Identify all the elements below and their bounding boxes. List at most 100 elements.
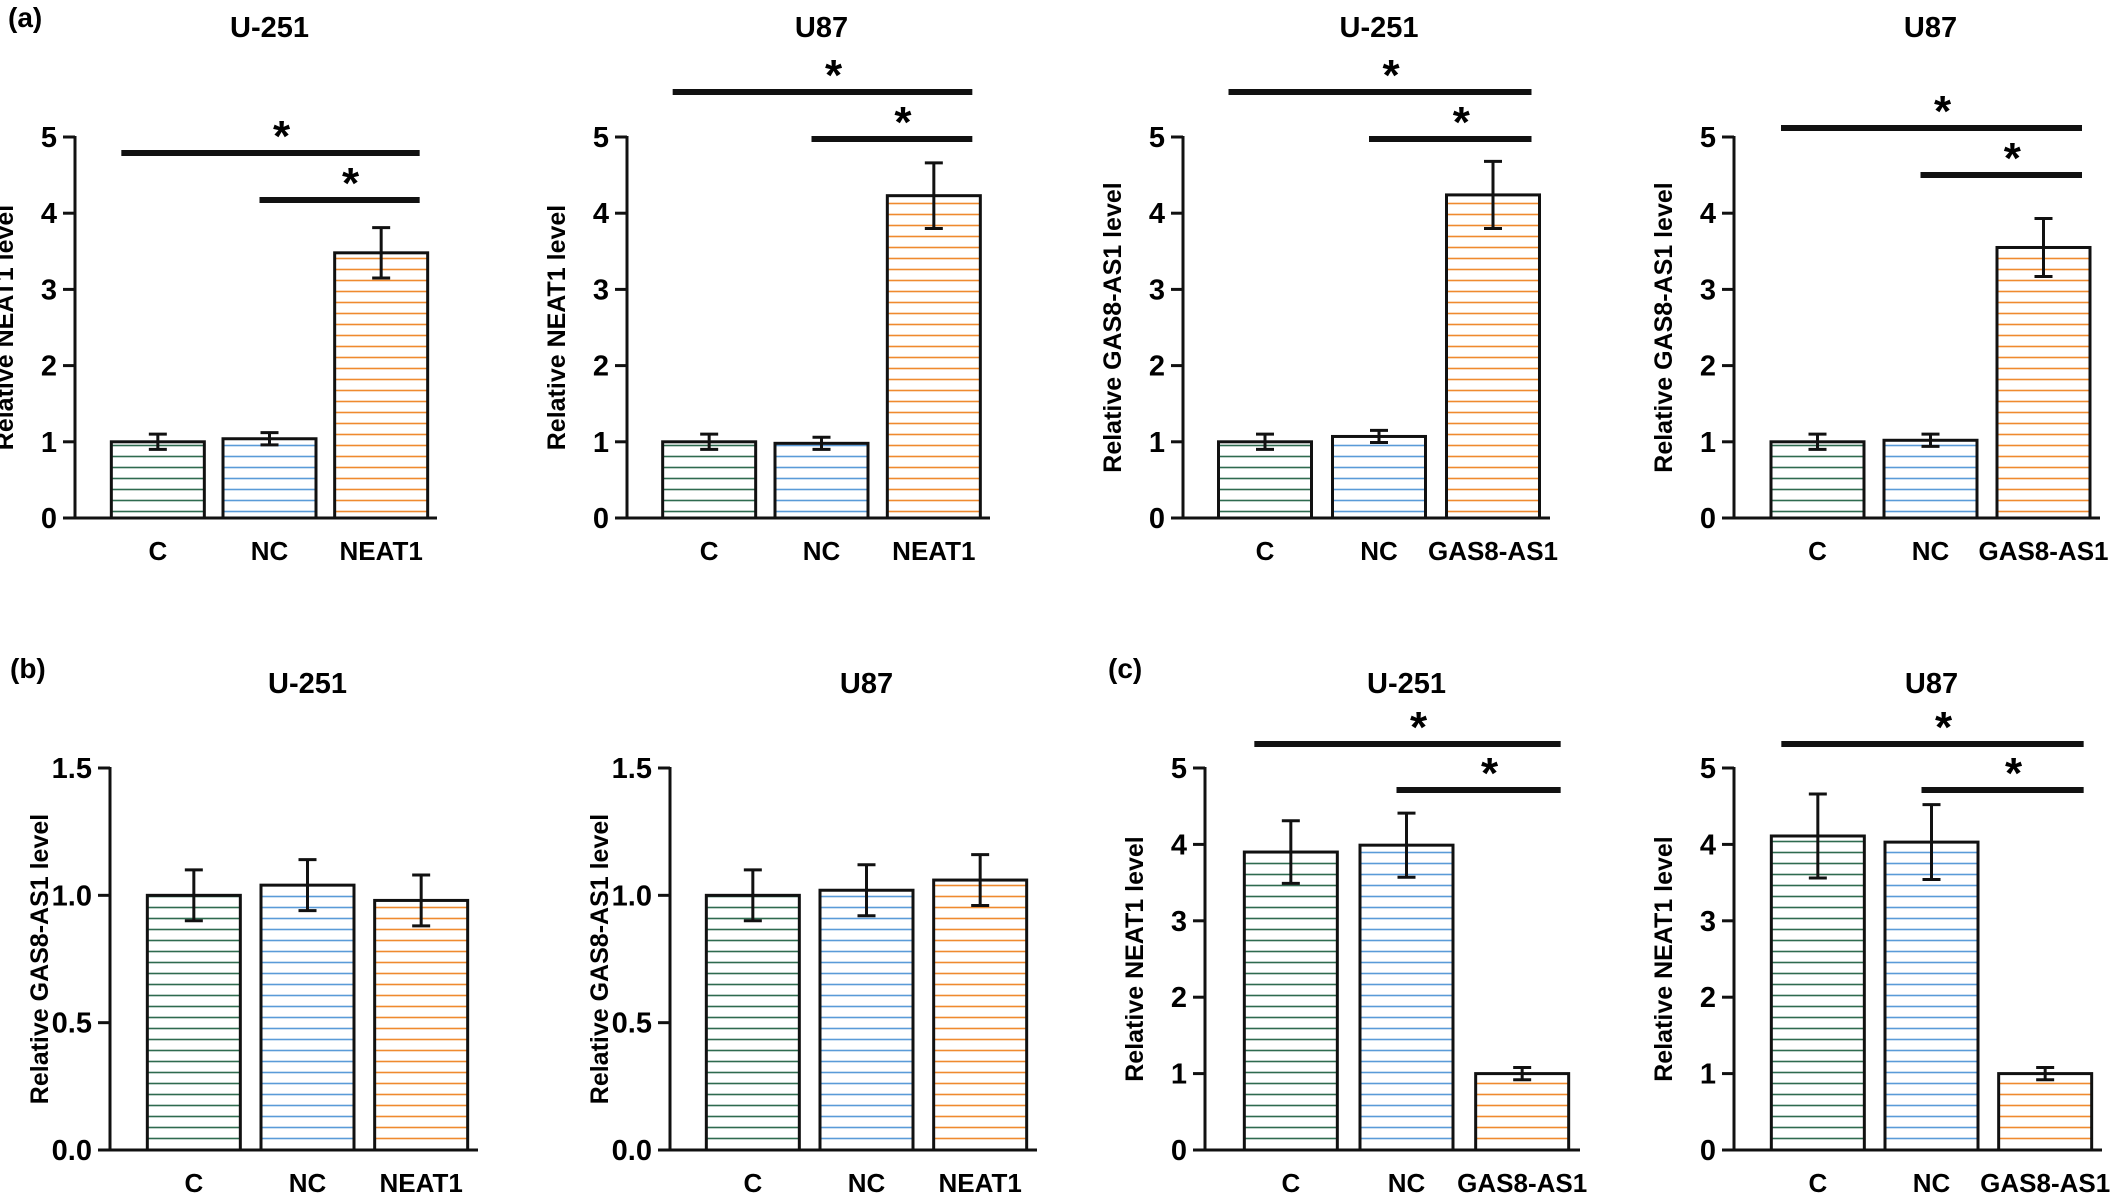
chart-1: U-251 Relative NEAT1 level C NC NEAT1 0 1 2 3 4 5 *… <box>0 12 437 566</box>
bar-C <box>145 893 242 1152</box>
y-tick-label: 3 <box>41 274 57 306</box>
bar-NEAT1 <box>373 898 470 1152</box>
significance-star: * <box>1410 703 1428 752</box>
bar-NC <box>818 888 915 1152</box>
bar-C <box>1769 834 1866 1152</box>
x-tick-label: NEAT1 <box>939 1168 1022 1194</box>
y-tick-label: 5 <box>1700 122 1716 154</box>
y-tick-label: 4 <box>1700 829 1716 861</box>
bar-GAS8-AS1 <box>1445 193 1541 520</box>
bar-GAS8-AS1 <box>1995 245 2092 520</box>
y-tick-label: 0.0 <box>612 1135 652 1167</box>
y-axis-label: Relative NEAT1 level <box>0 205 19 450</box>
y-tick-label: 1.5 <box>612 753 652 785</box>
chart-5: U-251 Relative GAS8-AS1 level C NC NEAT1 0.0 0… <box>26 668 478 1198</box>
x-tick-label: GAS8-AS1 <box>1978 536 2108 566</box>
y-tick-label: 1.0 <box>612 880 652 912</box>
y-tick-label: 2 <box>1171 982 1187 1014</box>
y-tick-label: 1 <box>1700 1059 1716 1091</box>
chart-6: U87 Relative GAS8-AS1 level C NC NEAT1 0.0 0.5… <box>586 668 1037 1198</box>
significance-star: * <box>342 159 360 208</box>
bar-NEAT1 <box>333 251 430 520</box>
y-tick-label: 3 <box>593 274 609 306</box>
bar-NEAT1 <box>885 194 982 520</box>
significance-star: * <box>2004 134 2022 183</box>
significance-star: * <box>1481 749 1499 798</box>
y-tick-label: 0.5 <box>52 1008 92 1040</box>
y-axis-label: Relative NEAT1 level <box>1650 836 1678 1081</box>
chart-title: U87 <box>795 12 848 44</box>
y-tick-label: 0 <box>1171 1135 1187 1167</box>
bar-C <box>1217 440 1313 520</box>
panel-letter-a: (a) <box>8 2 43 33</box>
y-tick-label: 5 <box>593 122 609 154</box>
y-tick-label: 0 <box>1700 503 1716 535</box>
x-tick-label: NC <box>803 536 841 566</box>
panel-letter-b: (b) <box>10 653 46 684</box>
x-tick-label: C <box>148 536 167 566</box>
y-tick-label: 5 <box>41 122 57 154</box>
bar-C <box>661 440 758 520</box>
chart-title: U87 <box>1904 12 1957 44</box>
x-tick-label: NC <box>289 1168 327 1194</box>
x-tick-label: C <box>1808 1168 1827 1194</box>
bar-NC <box>259 883 356 1152</box>
chart-title: U87 <box>840 668 893 700</box>
y-tick-label: 2 <box>1700 351 1716 383</box>
y-tick-label: 2 <box>41 351 57 383</box>
x-tick-label: C <box>743 1168 762 1194</box>
bar-GAS8-AS1 <box>1997 1072 2094 1152</box>
y-tick-label: 0 <box>41 503 57 535</box>
significance-star: * <box>2005 749 2023 798</box>
x-tick-label: C <box>1281 1168 1300 1194</box>
significance-star: * <box>273 112 291 161</box>
y-tick-label: 4 <box>41 198 57 230</box>
y-tick-label: 5 <box>1700 753 1716 785</box>
y-tick-label: 0 <box>593 503 609 535</box>
y-tick-label: 0.5 <box>612 1008 652 1040</box>
significance-star: * <box>1935 703 1953 752</box>
chart-4: U87 Relative GAS8-AS1 level C NC GAS8-AS1 0 1 2… <box>1650 12 2109 566</box>
y-tick-label: 4 <box>1171 829 1187 861</box>
bar-C <box>109 440 206 520</box>
x-tick-label: NEAT1 <box>892 536 975 566</box>
x-tick-label: NC <box>1912 536 1950 566</box>
significance-star: * <box>825 51 843 100</box>
y-tick-label: 5 <box>1149 122 1165 154</box>
chart-title: U-251 <box>1340 12 1419 44</box>
x-tick-label: NEAT1 <box>340 536 423 566</box>
y-tick-label: 1 <box>1149 427 1165 459</box>
y-tick-label: 4 <box>1700 198 1716 230</box>
bar-C <box>1242 850 1339 1152</box>
panel-letter-c: (c) <box>1108 653 1143 684</box>
x-tick-label: C <box>184 1168 203 1194</box>
chart-8: U87 Relative NEAT1 level C NC GAS8-AS1 0 1 2 3 4 5… <box>1650 668 2110 1198</box>
bar-NC <box>1358 843 1455 1152</box>
chart-7: U-251 Relative NEAT1 level C NC GAS8-AS1 0 1 2 3… <box>1121 668 1587 1198</box>
chart-title: U87 <box>1905 668 1958 700</box>
chart-2: U87 Relative NEAT1 level C NC NEAT1 0 1 2 3 4 5 * * <box>543 12 990 566</box>
bar-GAS8-AS1 <box>1474 1072 1571 1152</box>
y-axis-label: Relative GAS8-AS1 level <box>26 814 54 1104</box>
bar-NEAT1 <box>932 878 1029 1152</box>
bar-NC <box>773 441 870 520</box>
y-tick-label: 1 <box>1700 427 1716 459</box>
x-tick-label: NC <box>848 1168 886 1194</box>
x-tick-label: NC <box>1388 1168 1426 1194</box>
y-tick-label: 1 <box>41 427 57 459</box>
y-axis-label: Relative GAS8-AS1 level <box>586 814 614 1104</box>
x-tick-label: C <box>700 536 719 566</box>
chart-3: U-251 Relative GAS8-AS1 level C NC GAS8-AS1 0… <box>1099 12 1558 566</box>
y-tick-label: 3 <box>1700 906 1716 938</box>
bar-C <box>704 893 801 1152</box>
y-tick-label: 3 <box>1171 906 1187 938</box>
chart-title: U-251 <box>1367 668 1446 700</box>
y-tick-label: 4 <box>1149 198 1165 230</box>
bar-NC <box>1883 840 1980 1152</box>
y-tick-label: 0 <box>1700 1135 1716 1167</box>
significance-star: * <box>1934 87 1952 136</box>
y-tick-label: 2 <box>1149 351 1165 383</box>
x-tick-label: NC <box>1360 536 1398 566</box>
